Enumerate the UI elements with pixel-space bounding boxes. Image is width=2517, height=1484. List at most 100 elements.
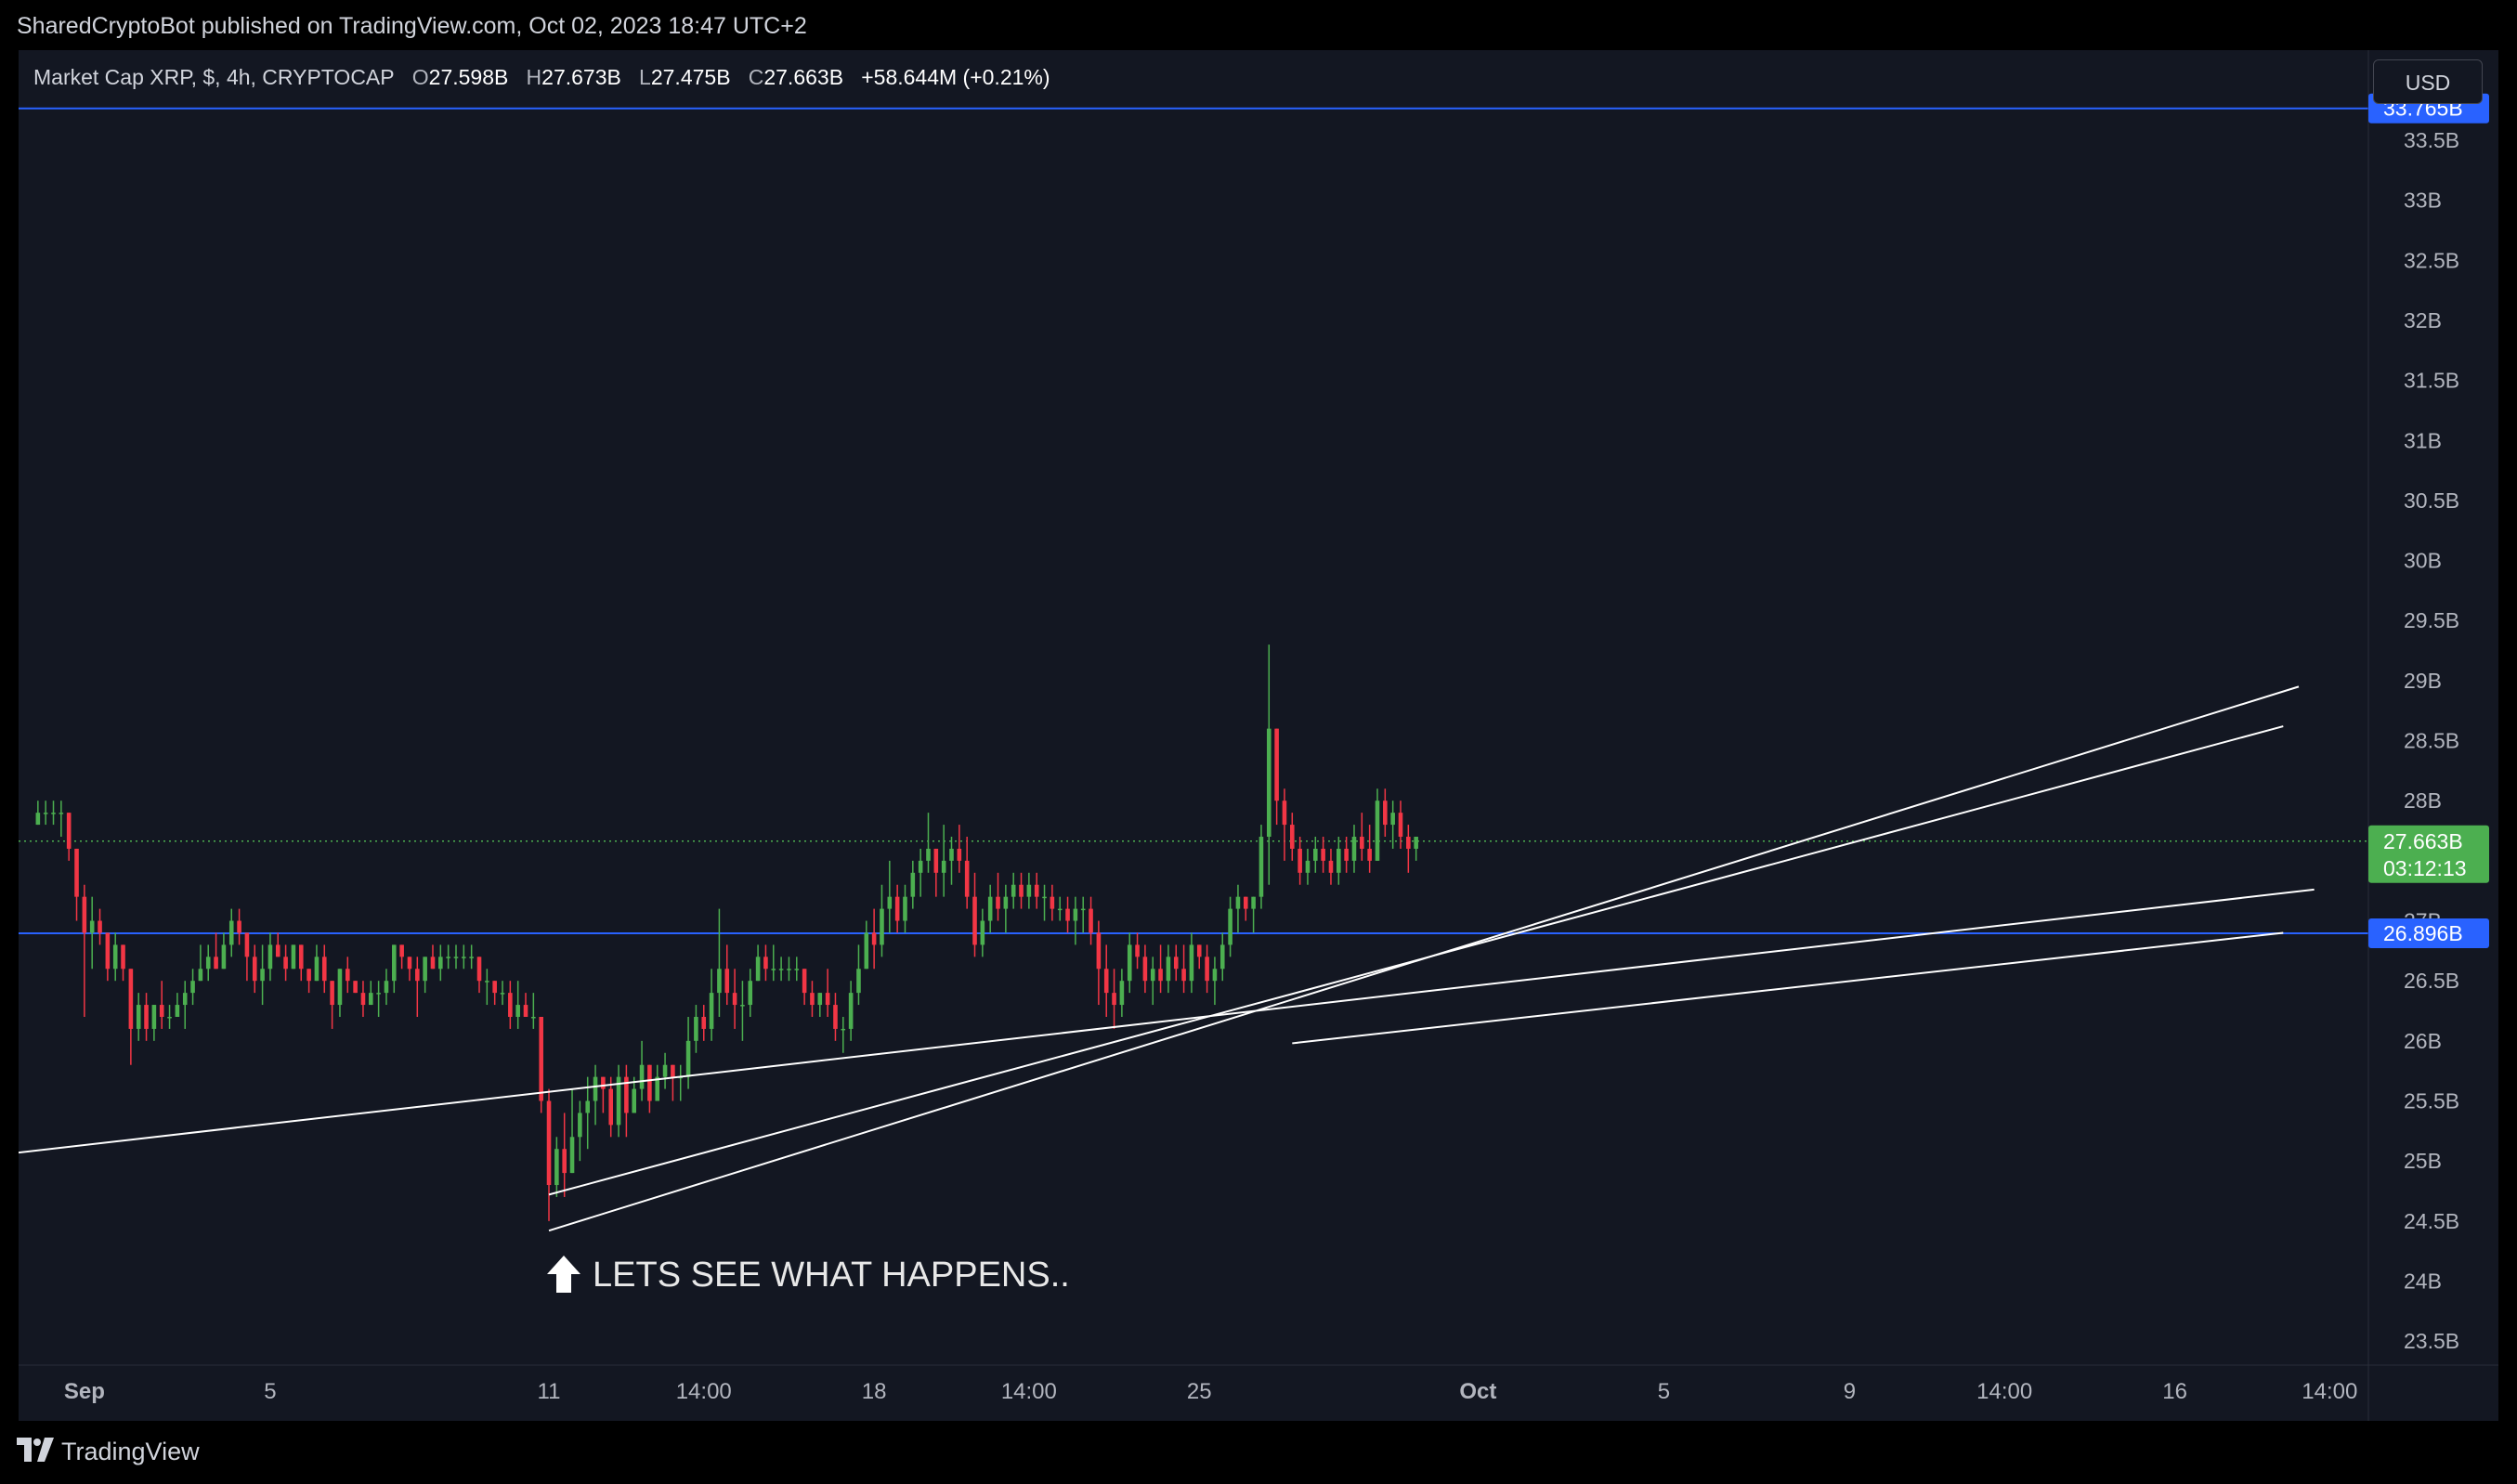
candle-body: [291, 944, 296, 970]
candle: [1337, 837, 1341, 885]
candle-body: [1050, 896, 1055, 909]
candle: [1383, 788, 1388, 838]
horizontal-lines-layer: [19, 107, 2368, 934]
candle: [112, 932, 118, 982]
candle-body: [1196, 944, 1202, 957]
symbol-title[interactable]: Market Cap XRP, $, 4h, CRYPTOCAP: [33, 65, 395, 89]
candle: [894, 884, 900, 933]
high-key: H: [526, 65, 542, 89]
candle: [1313, 837, 1318, 873]
candle: [476, 957, 482, 994]
candle-body: [926, 848, 931, 861]
candle-body: [1313, 848, 1318, 861]
candle-body: [500, 993, 505, 995]
price-tick-label: 24.5B: [2404, 1209, 2459, 1233]
trendline-3: [1292, 931, 2284, 1045]
low-key: L: [639, 65, 651, 89]
tradingview-logo-icon: [17, 1438, 54, 1462]
candle: [430, 944, 436, 970]
candle-body: [353, 981, 358, 994]
candle-body: [1065, 908, 1070, 921]
candle-body: [1274, 728, 1279, 801]
candle: [539, 1016, 543, 1113]
candle: [1158, 944, 1163, 994]
candle: [74, 848, 79, 921]
candle: [399, 944, 404, 970]
candle: [105, 932, 111, 982]
candle: [1189, 932, 1194, 994]
candle: [918, 848, 923, 897]
candle-body: [407, 957, 412, 970]
candle-body: [438, 957, 443, 970]
candle-body: [430, 957, 436, 970]
candle-body: [1305, 860, 1311, 873]
candle-body: [964, 860, 970, 897]
candle: [407, 957, 412, 982]
price-tick-label: 28B: [2404, 788, 2442, 813]
candle-body: [562, 1149, 567, 1174]
candle: [1050, 884, 1055, 921]
candle: [51, 801, 56, 826]
candle: [569, 1088, 575, 1174]
candle-body: [694, 1016, 698, 1041]
price-tick-label: 33.5B: [2404, 128, 2459, 152]
candle: [1228, 896, 1232, 957]
chart-annotation[interactable]: LETS SEE WHAT HAPPENS..: [593, 1256, 1070, 1295]
candle-body: [1228, 908, 1232, 945]
candle-body: [1181, 969, 1186, 982]
candle: [260, 944, 265, 1006]
candle-body: [1243, 896, 1248, 909]
candle-body: [283, 957, 288, 970]
candle-body: [833, 1005, 838, 1029]
candle-body: [453, 957, 459, 958]
candle-body: [121, 944, 125, 970]
candle-body: [205, 957, 211, 970]
candle-body: [1406, 837, 1411, 849]
change-value: +58.644M (+0.21%): [861, 65, 1050, 89]
currency-button[interactable]: USD: [2373, 59, 2483, 104]
candle-body: [182, 993, 188, 1006]
candle: [159, 981, 164, 1029]
candle-body: [554, 1149, 559, 1186]
candle: [205, 944, 211, 982]
candle-body: [485, 981, 489, 983]
price-tick-label: 28.5B: [2404, 729, 2459, 753]
candle-body: [957, 848, 962, 861]
candle: [732, 969, 737, 1029]
candle-body: [1057, 908, 1063, 911]
candle-body: [360, 993, 366, 1006]
candle-body: [701, 1016, 707, 1029]
candle-body: [1367, 848, 1372, 861]
candle: [763, 944, 768, 982]
candle: [848, 981, 854, 1041]
candle: [694, 1005, 698, 1053]
candle-body: [740, 1005, 745, 1007]
candle: [1351, 825, 1357, 873]
candle: [1328, 848, 1334, 885]
tradingview-brand[interactable]: TradingView: [61, 1438, 200, 1465]
candle-body: [1398, 813, 1403, 838]
candle: [987, 884, 993, 933]
price-chart[interactable]: 34B33.5B33B32.5B32B31.5B31B30.5B30B29.5B…: [19, 50, 2498, 1421]
chart-panel[interactable]: 34B33.5B33B32.5B32B31.5B31B30.5B30B29.5B…: [19, 50, 2498, 1421]
candle-body: [1150, 969, 1155, 982]
candle: [647, 1064, 652, 1113]
hline-price-badge: 26.896B: [2368, 918, 2489, 948]
candle-body: [492, 981, 497, 994]
candle-body: [228, 920, 234, 945]
time-axis: Sep 5 11 14:00 18 14:00 25 Oct 5 9 14:00 16 14:00: [64, 1379, 2358, 1404]
candle: [1266, 644, 1272, 885]
candle-body: [51, 813, 56, 814]
candle-body: [887, 896, 893, 909]
candles-layer: [35, 644, 1418, 1221]
candle: [856, 944, 861, 1006]
candle-body: [74, 848, 79, 897]
footer-bar: TradingView: [0, 1421, 2517, 1484]
candle-body: [1383, 801, 1388, 826]
candle: [616, 1064, 621, 1138]
candle-body: [593, 1076, 598, 1101]
candle-body: [446, 957, 450, 958]
candle: [1057, 896, 1063, 921]
candle-body: [1019, 884, 1024, 897]
candle: [1135, 932, 1140, 970]
